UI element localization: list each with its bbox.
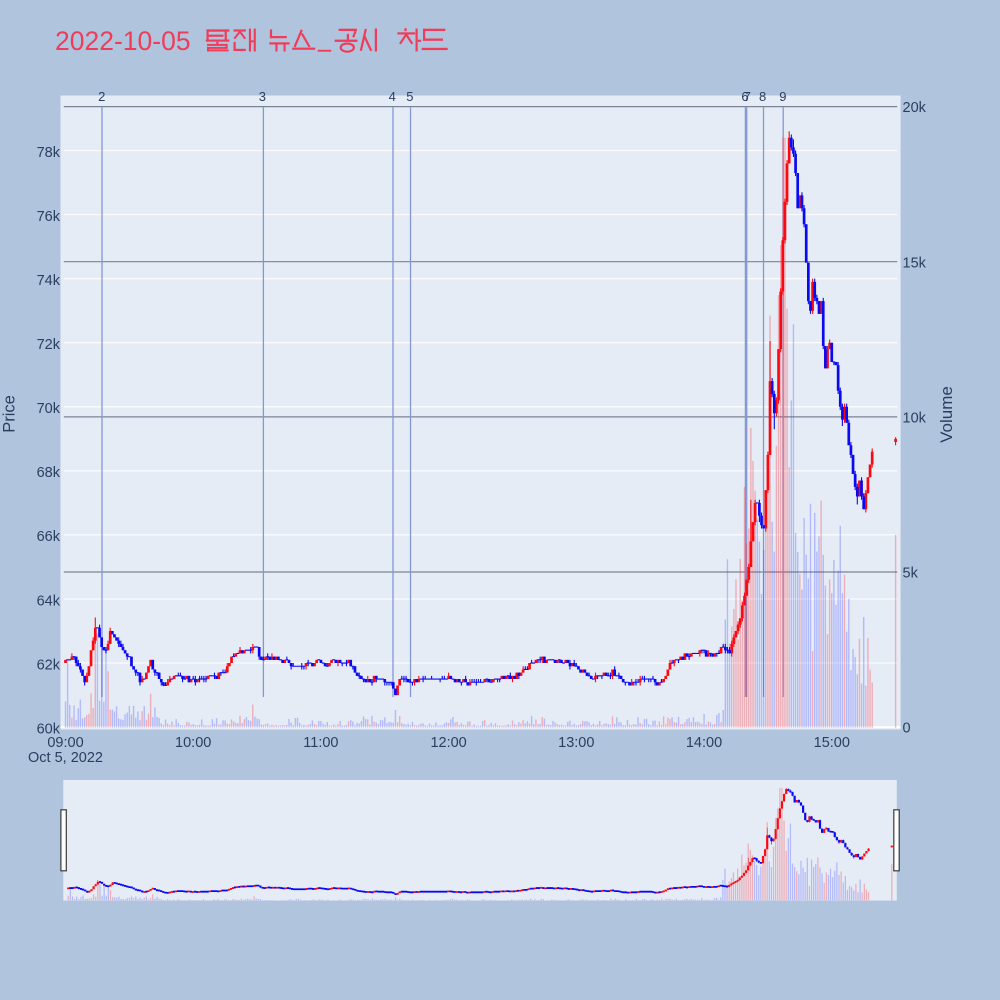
svg-text:70k: 70k: [37, 401, 61, 417]
svg-text:60k: 60k: [37, 721, 61, 737]
svg-text:2: 2: [98, 89, 105, 104]
svg-text:78k: 78k: [37, 145, 61, 161]
svg-text:20k: 20k: [903, 100, 927, 116]
svg-text:4: 4: [389, 89, 396, 104]
svg-text:Oct 5, 2022: Oct 5, 2022: [28, 750, 103, 766]
svg-text:74k: 74k: [37, 273, 61, 289]
svg-text:9: 9: [779, 89, 786, 104]
svg-text:14:00: 14:00: [686, 735, 722, 751]
svg-text:72k: 72k: [37, 337, 61, 353]
svg-text:15k: 15k: [903, 255, 927, 271]
svg-text:68k: 68k: [37, 465, 61, 481]
svg-text:11:00: 11:00: [303, 735, 338, 751]
svg-text:15:00: 15:00: [814, 735, 850, 751]
svg-text:3: 3: [259, 89, 266, 104]
svg-text:Price: Price: [1, 395, 19, 433]
svg-text:0: 0: [903, 721, 911, 737]
svg-text:6: 6: [741, 89, 748, 104]
svg-text:5: 5: [406, 89, 413, 104]
svg-text:Volume: Volume: [937, 386, 956, 443]
svg-text:12:00: 12:00: [430, 735, 466, 751]
svg-text:10:00: 10:00: [175, 735, 211, 751]
svg-text:10k: 10k: [903, 411, 927, 427]
svg-text:64k: 64k: [37, 593, 61, 609]
svg-text:7: 7: [744, 89, 751, 104]
svg-text:76k: 76k: [37, 209, 61, 225]
svg-text:2022-10-05: 2022-10-05: [55, 26, 191, 56]
svg-text:8: 8: [759, 89, 766, 104]
svg-text:5k: 5k: [903, 566, 919, 582]
svg-text:13:00: 13:00: [558, 735, 594, 751]
svg-text:62k: 62k: [37, 657, 61, 673]
svg-text:09:00: 09:00: [47, 735, 83, 751]
svg-text:66k: 66k: [37, 529, 61, 545]
